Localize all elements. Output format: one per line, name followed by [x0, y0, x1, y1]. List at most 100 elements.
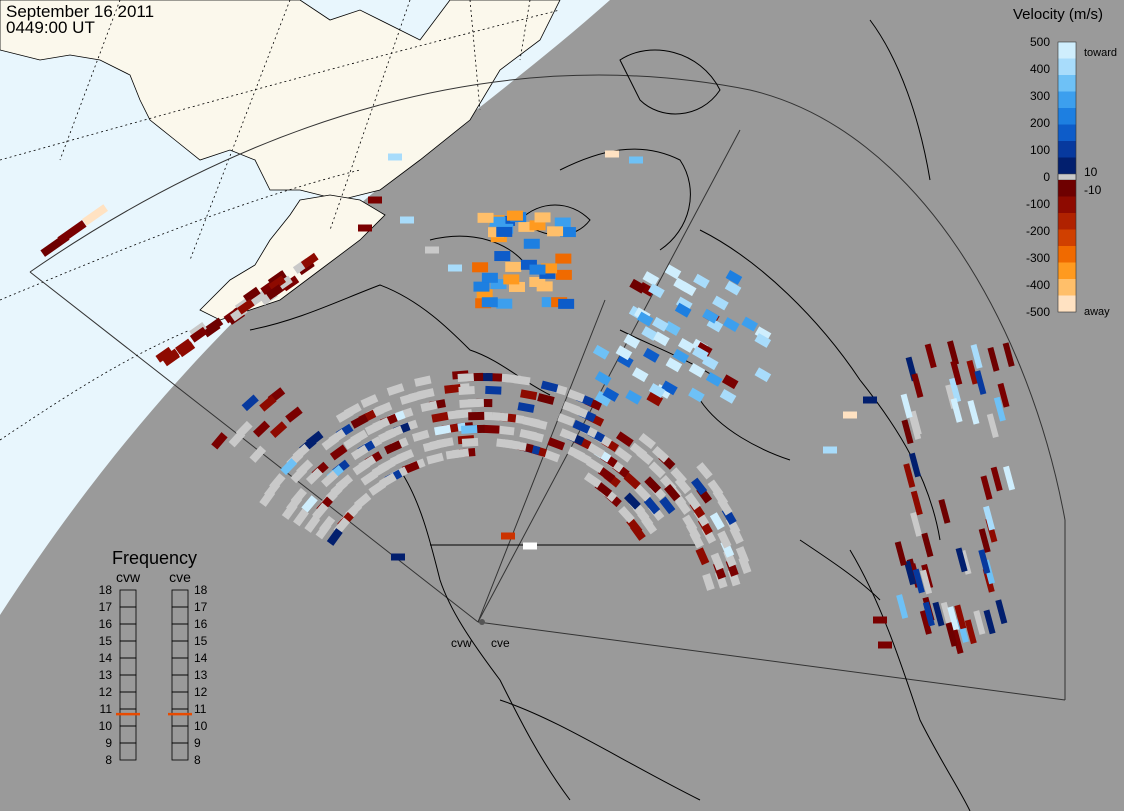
alaska-landmass: [199, 194, 386, 321]
scatter-cell: [705, 372, 723, 387]
scatter-cell: [605, 150, 619, 158]
scatter-cell: [519, 428, 537, 441]
scatter-cell: [688, 362, 706, 378]
frequency-scale-left: 12: [99, 685, 113, 699]
scatter-cell: [501, 532, 515, 540]
scatter-cell: [411, 429, 430, 442]
frequency-cell: [119, 657, 137, 676]
legend-swatch-away: [1058, 196, 1076, 213]
scatter-cell: [534, 212, 551, 223]
legend-swatch-away: [1058, 180, 1076, 197]
scatter-cell: [950, 360, 963, 386]
scatter-cell: [300, 252, 319, 269]
scatter-cell: [445, 449, 463, 460]
scatter-cell: [315, 521, 332, 540]
scatter-cell: [909, 410, 922, 436]
toward-label: toward: [1084, 47, 1117, 59]
scatter-cell: [529, 264, 546, 275]
site-label-cve: cve: [491, 636, 510, 650]
scatter-cell: [305, 467, 323, 485]
legend-tick-label: 400: [1030, 62, 1050, 76]
scatter-cell: [539, 268, 556, 279]
scatter-cell: [444, 383, 461, 394]
scatter-cell: [901, 419, 914, 445]
scatter-cell: [908, 452, 921, 478]
scatter-cell: [242, 286, 261, 303]
scatter-cell: [459, 399, 476, 408]
scatter-cell: [155, 346, 174, 363]
legend-tick-label: -200: [1026, 224, 1050, 238]
scatter-cell: [583, 472, 602, 488]
scatter-cell: [903, 463, 916, 488]
scatter-cell: [585, 457, 604, 474]
scatter-cell: [211, 432, 228, 450]
scatter-cell: [920, 569, 933, 595]
frequency-scale-right: 13: [194, 668, 208, 682]
scatter-cell: [447, 409, 465, 420]
scatter-cell: [259, 395, 277, 412]
scatter-cell: [572, 419, 591, 434]
scatter-cell: [602, 387, 620, 402]
legend-tick-label: 100: [1030, 143, 1050, 157]
scatter-cell: [547, 226, 564, 237]
scatter-cell: [350, 444, 369, 461]
scatter-cell: [360, 394, 379, 408]
scatter-cell: [505, 261, 522, 272]
frequency-scale-right: 9: [194, 736, 201, 750]
scatter-cell: [614, 446, 633, 463]
scatter-cell: [924, 343, 937, 369]
scatter-cell: [672, 348, 690, 364]
scatter-cell: [391, 553, 405, 561]
scatter-cell: [922, 601, 935, 627]
time-label: 0449:00 UT: [6, 18, 95, 37]
legend-tick-label: -10: [1084, 183, 1102, 197]
scatter-cell: [523, 542, 537, 550]
sunlit-region: [0, 0, 610, 615]
scatter-cell: [863, 396, 877, 404]
legend-swatch-toward: [1058, 42, 1076, 59]
scatter-cell: [625, 389, 642, 405]
scatter-cell: [947, 340, 960, 366]
scatter-cell: [312, 502, 329, 520]
scatter-cell: [754, 333, 772, 348]
scatter-cell: [634, 484, 651, 502]
legend-swatch-toward: [1058, 141, 1076, 158]
scatter-cell: [987, 346, 1000, 372]
scatter-cell: [426, 452, 444, 465]
scatter-cell: [562, 401, 581, 415]
scatter-cell: [399, 392, 418, 405]
scatter-cell: [371, 462, 390, 478]
scatter-cell: [995, 599, 1008, 625]
scatter-cell: [237, 298, 255, 315]
scatter-cell: [414, 375, 432, 387]
frequency-scale-left: 9: [105, 736, 112, 750]
frequency-cell: [171, 623, 189, 642]
scatter-cell: [248, 290, 267, 307]
scatter-cell: [503, 274, 520, 285]
legend-swatch-toward: [1058, 91, 1076, 108]
scatter-cell: [321, 470, 339, 488]
legend-swatch-zero: [1057, 173, 1077, 181]
scatter-cell: [378, 428, 397, 443]
scatter-cell: [955, 547, 968, 573]
legend-tick-label: 300: [1030, 89, 1050, 103]
scatter-cell: [966, 359, 979, 385]
scatter-cell: [352, 459, 371, 476]
scatter-cell: [477, 212, 494, 223]
scatter-cell: [644, 476, 662, 494]
legend-swatch-away: [1058, 229, 1076, 246]
frequency-cell: [119, 725, 137, 744]
scatter-cell: [388, 153, 402, 161]
velocity-legend-title: Velocity (m/s): [1013, 6, 1104, 23]
frequency-scale-right: 11: [194, 702, 207, 716]
scatter-cell: [986, 413, 999, 439]
scatter-cell: [483, 424, 500, 434]
scatter-cell: [659, 496, 676, 515]
frequency-cell: [171, 606, 189, 625]
scatter-cell: [559, 227, 576, 238]
scatter-cell: [476, 289, 493, 300]
scatter-cell: [629, 442, 648, 459]
scatter-cell: [964, 619, 977, 645]
scatter-cell: [293, 508, 309, 527]
scatter-cell: [631, 367, 649, 383]
